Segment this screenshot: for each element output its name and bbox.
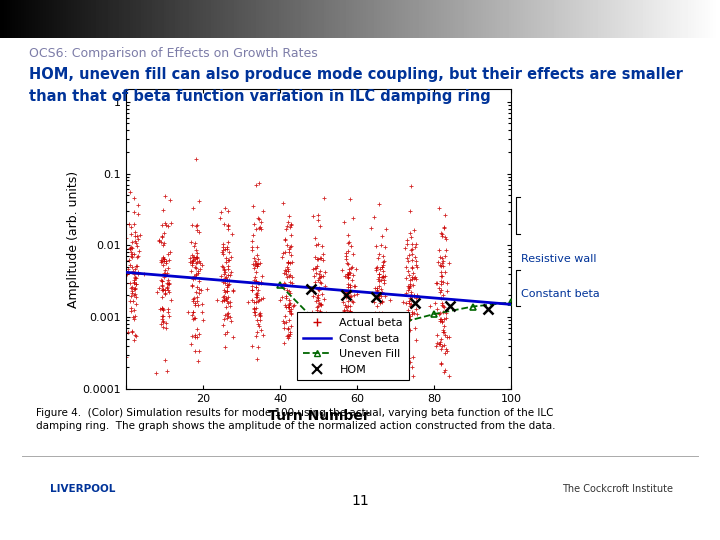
Y-axis label: Amplitude (arb. units): Amplitude (arb. units)	[67, 171, 80, 307]
Text: The Cockcroft Institute: The Cockcroft Institute	[562, 484, 672, 494]
Text: 11: 11	[351, 494, 369, 508]
Text: LIVERPOOL: LIVERPOOL	[50, 484, 116, 494]
Text: HOM, uneven fill can also produce mode coupling, but their effects are smaller
t: HOM, uneven fill can also produce mode c…	[29, 68, 683, 104]
Text: Resistive wall: Resistive wall	[521, 254, 597, 264]
Text: Figure 4.  (Color) Simulation results for mode 100 using the actual, varying bet: Figure 4. (Color) Simulation results for…	[36, 408, 556, 431]
Legend: Actual beta, Const beta, Uneven Fill, HOM: Actual beta, Const beta, Uneven Fill, HO…	[297, 313, 408, 380]
Text: Constant beta: Constant beta	[521, 289, 600, 299]
X-axis label: Turn Number: Turn Number	[268, 409, 369, 423]
Text: OCS6: Comparison of Effects on Growth Rates: OCS6: Comparison of Effects on Growth Ra…	[29, 46, 318, 60]
